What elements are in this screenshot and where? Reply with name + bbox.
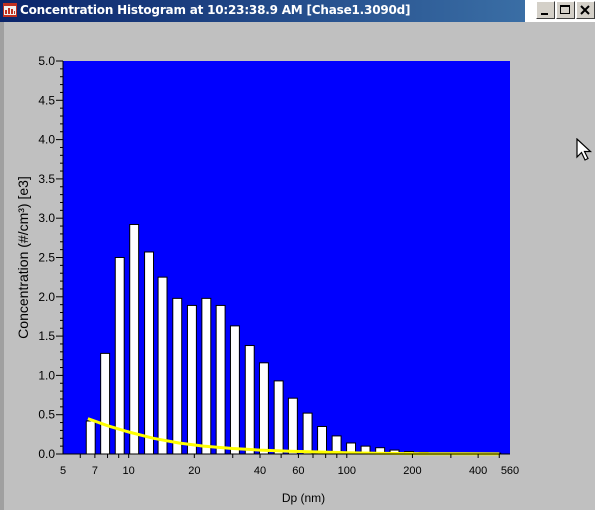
y-axis-label: Concentration (#/cm³) [e3] xyxy=(15,176,31,339)
y-tick-label: 0.0 xyxy=(38,447,55,461)
histogram-bar-5 xyxy=(157,276,168,455)
histogram-bars xyxy=(85,223,502,455)
histogram-bar-4 xyxy=(144,251,155,455)
app-icon[interactable] xyxy=(3,3,17,17)
x-tick-label: 560 xyxy=(501,465,519,477)
y-tick-label: 2.0 xyxy=(38,290,55,304)
title-bar-gradient xyxy=(0,0,525,22)
title-bar[interactable]: Concentration Histogram at 10:23:38.9 AM… xyxy=(0,0,595,22)
histogram-bar-8 xyxy=(201,297,212,455)
histogram-bar-10 xyxy=(229,325,240,455)
histogram-bar-11 xyxy=(244,345,255,455)
close-icon xyxy=(580,5,590,15)
histogram-bar-2 xyxy=(114,257,125,455)
y-tick-label: 0.5 xyxy=(38,408,55,422)
histogram-bar-1 xyxy=(100,352,111,455)
x-tick-label: 400 xyxy=(469,465,487,477)
window-title: Concentration Histogram at 10:23:38.9 AM… xyxy=(20,3,411,17)
close-button[interactable] xyxy=(576,1,595,19)
histogram-bar-3 xyxy=(129,223,140,455)
histogram-bar-12 xyxy=(258,362,269,455)
x-tick-label: 100 xyxy=(338,465,356,477)
y-tick-label: 5.0 xyxy=(38,54,55,68)
y-tick-label: 4.5 xyxy=(38,93,55,107)
histogram-bar-14 xyxy=(287,397,298,455)
y-tick-label: 2.5 xyxy=(38,251,55,265)
maximize-icon xyxy=(560,5,570,14)
window-left-edge xyxy=(0,22,4,510)
x-tick-label: 10 xyxy=(123,465,135,477)
maximize-button[interactable] xyxy=(556,1,575,19)
mouse-cursor-icon xyxy=(576,138,593,161)
histogram-bar-13 xyxy=(273,380,284,455)
y-tick-label: 3.0 xyxy=(38,211,55,225)
histogram-bar-15 xyxy=(302,412,313,455)
x-axis: 5 7 10 20 40 60 100 200 400 560 xyxy=(60,453,519,477)
y-tick-label: 1.5 xyxy=(38,329,55,343)
histogram-bar-9 xyxy=(215,304,226,455)
minimize-button[interactable] xyxy=(536,1,555,19)
histogram-bar-6 xyxy=(172,297,183,455)
histogram-bar-0 xyxy=(85,420,96,455)
histogram-bar-16 xyxy=(317,425,328,455)
y-tick-label: 3.5 xyxy=(38,172,55,186)
x-axis-label: Dp (nm) xyxy=(282,491,325,505)
minimize-icon xyxy=(541,13,548,15)
x-tick-label: 7 xyxy=(92,465,98,477)
x-tick-label: 5 xyxy=(60,465,66,477)
y-tick-label: 4.0 xyxy=(38,133,55,147)
x-tick-label: 40 xyxy=(254,465,266,477)
window-controls xyxy=(536,1,595,21)
histogram-bar-7 xyxy=(186,304,197,455)
y-axis: 0.0 0.5 1.0 1.5 2.0 2.5 3.0 3.5 4.0 4.5 5.0 xyxy=(38,54,64,461)
x-tick-label: 200 xyxy=(403,465,421,477)
x-tick-label: 20 xyxy=(188,465,200,477)
x-tick-label: 60 xyxy=(292,465,304,477)
y-tick-label: 1.0 xyxy=(38,368,55,382)
